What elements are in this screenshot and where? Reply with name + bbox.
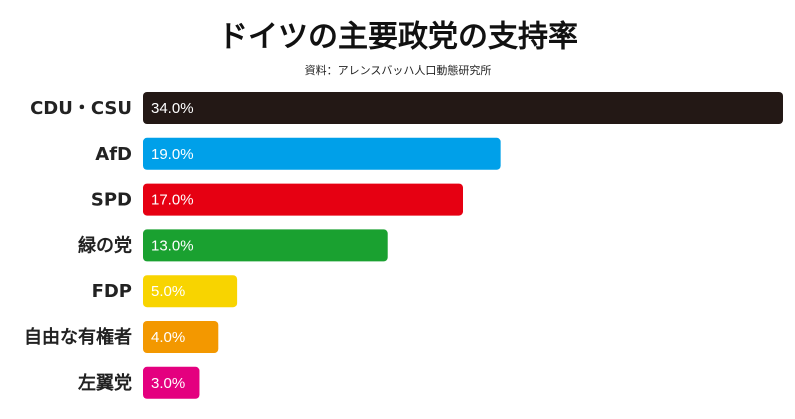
bar <box>143 229 388 262</box>
bar <box>143 183 463 216</box>
bar <box>143 137 501 170</box>
category-label: CDU・CSU <box>30 98 132 119</box>
category-label: 自由な有権者 <box>24 326 132 348</box>
category-label: AfD <box>95 144 132 165</box>
value-label: 34.0% <box>151 100 194 117</box>
chart-title: ドイツの主要政党の支持率 <box>218 20 578 55</box>
bar <box>143 92 783 124</box>
category-label: FDP <box>92 281 132 302</box>
category-label: SPD <box>91 190 132 211</box>
value-label: 3.0% <box>151 375 185 392</box>
value-label: 5.0% <box>151 283 185 300</box>
category-label: 左翼党 <box>78 372 132 394</box>
bar <box>143 275 238 308</box>
category-label: 緑の党 <box>78 234 132 256</box>
source-note: 資料：アレンスバッハ人口動態研究所 <box>305 63 492 77</box>
bar <box>143 366 200 399</box>
value-label: 17.0% <box>151 192 194 209</box>
value-label: 19.0% <box>151 146 194 163</box>
bar <box>143 321 219 353</box>
value-label: 4.0% <box>151 329 185 346</box>
value-label: 13.0% <box>151 237 194 254</box>
